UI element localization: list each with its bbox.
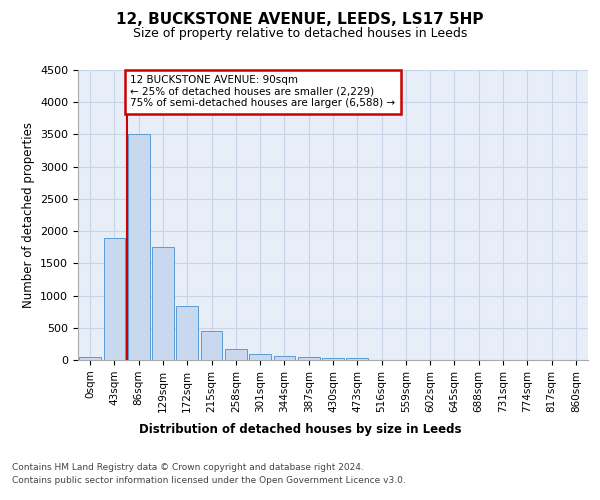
Bar [176,306,198,360]
Bar [128,134,149,360]
Bar [249,354,271,360]
Bar [225,349,247,360]
Bar [346,358,368,360]
Bar [322,358,344,360]
Bar [152,247,174,360]
Bar [200,331,223,360]
Text: Contains HM Land Registry data © Crown copyright and database right 2024.: Contains HM Land Registry data © Crown c… [12,462,364,471]
Bar [104,238,125,360]
Bar [298,358,320,360]
Text: 12, BUCKSTONE AVENUE, LEEDS, LS17 5HP: 12, BUCKSTONE AVENUE, LEEDS, LS17 5HP [116,12,484,28]
Text: Distribution of detached houses by size in Leeds: Distribution of detached houses by size … [139,422,461,436]
Text: 12 BUCKSTONE AVENUE: 90sqm
← 25% of detached houses are smaller (2,229)
75% of s: 12 BUCKSTONE AVENUE: 90sqm ← 25% of deta… [130,75,395,108]
Text: Contains public sector information licensed under the Open Government Licence v3: Contains public sector information licen… [12,476,406,485]
Text: Size of property relative to detached houses in Leeds: Size of property relative to detached ho… [133,28,467,40]
Bar [79,358,101,360]
Y-axis label: Number of detached properties: Number of detached properties [22,122,35,308]
Bar [274,356,295,360]
